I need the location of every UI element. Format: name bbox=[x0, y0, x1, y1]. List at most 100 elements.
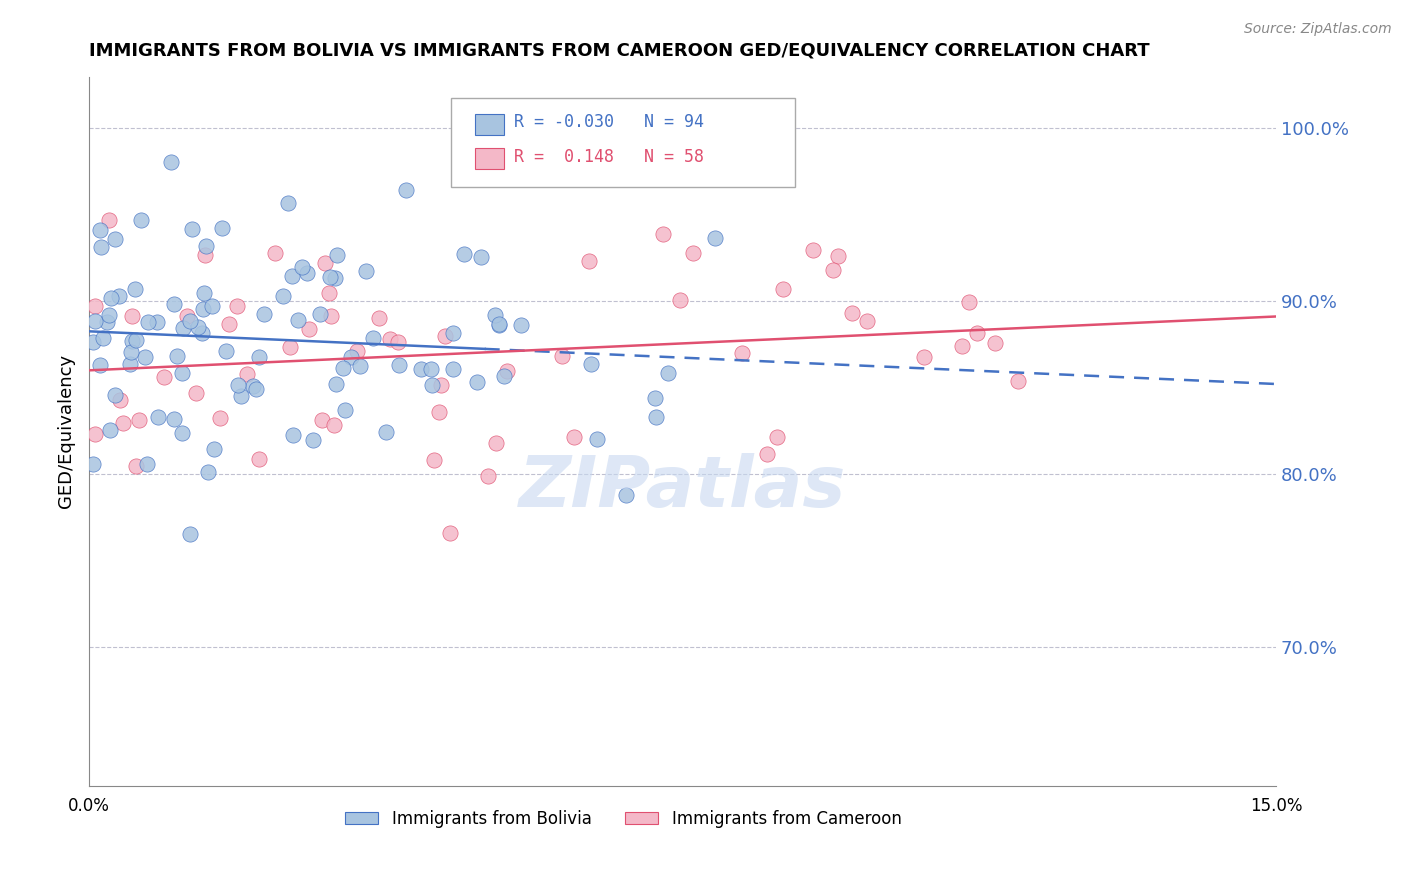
Point bbox=[100, 423, 122, 437]
Point bbox=[236, 367, 259, 381]
Point bbox=[1007, 374, 1029, 388]
Point bbox=[856, 313, 879, 327]
Point bbox=[323, 270, 346, 285]
Point bbox=[172, 320, 194, 334]
Point bbox=[187, 320, 209, 334]
Point bbox=[84, 427, 107, 442]
Point bbox=[441, 362, 464, 376]
Point bbox=[201, 299, 224, 313]
Point bbox=[308, 307, 330, 321]
Point bbox=[409, 361, 432, 376]
Point bbox=[179, 314, 201, 328]
Point bbox=[128, 413, 150, 427]
Point bbox=[197, 466, 219, 480]
Point bbox=[492, 369, 515, 384]
Point bbox=[984, 336, 1007, 351]
Point bbox=[181, 221, 204, 235]
Point bbox=[420, 361, 443, 376]
Point bbox=[96, 315, 118, 329]
Point bbox=[354, 264, 377, 278]
Point bbox=[801, 244, 824, 258]
Point bbox=[100, 291, 122, 305]
Point bbox=[104, 388, 127, 402]
Point bbox=[120, 345, 142, 359]
Point bbox=[332, 360, 354, 375]
Point bbox=[82, 334, 104, 349]
Point bbox=[644, 391, 666, 405]
Point bbox=[439, 526, 461, 541]
Point bbox=[176, 309, 198, 323]
Point bbox=[163, 297, 186, 311]
Point bbox=[271, 289, 294, 303]
Point bbox=[579, 357, 602, 371]
Point bbox=[245, 382, 267, 396]
Point bbox=[148, 410, 170, 425]
Point bbox=[470, 250, 492, 264]
Point bbox=[429, 378, 451, 392]
Point bbox=[395, 183, 418, 197]
Point bbox=[302, 433, 325, 447]
Point bbox=[283, 428, 305, 442]
Point bbox=[957, 295, 980, 310]
Text: R =  0.148   N = 58: R = 0.148 N = 58 bbox=[515, 148, 704, 167]
Point bbox=[124, 459, 146, 474]
Point bbox=[772, 282, 794, 296]
Point bbox=[422, 452, 444, 467]
Point bbox=[193, 286, 215, 301]
Point bbox=[614, 488, 637, 502]
Point bbox=[682, 246, 704, 260]
Point bbox=[367, 311, 389, 326]
Point bbox=[578, 253, 600, 268]
Point bbox=[298, 322, 321, 336]
Point bbox=[97, 308, 120, 322]
Point bbox=[297, 266, 319, 280]
Point bbox=[194, 248, 217, 262]
Point bbox=[644, 410, 666, 425]
Point bbox=[441, 326, 464, 341]
Point bbox=[83, 299, 105, 313]
Point bbox=[841, 305, 863, 319]
Point bbox=[215, 343, 238, 358]
Point bbox=[229, 389, 252, 403]
Point bbox=[311, 412, 333, 426]
Point bbox=[551, 349, 574, 363]
Point bbox=[766, 430, 789, 444]
Point bbox=[194, 239, 217, 253]
Point bbox=[291, 260, 314, 275]
Point bbox=[110, 392, 132, 407]
Point bbox=[374, 425, 396, 439]
Point bbox=[585, 433, 607, 447]
Point bbox=[333, 403, 356, 417]
Point bbox=[433, 329, 456, 343]
Point bbox=[319, 270, 342, 285]
Point bbox=[314, 256, 336, 270]
Point bbox=[166, 350, 188, 364]
Point bbox=[89, 358, 111, 372]
Point bbox=[325, 376, 347, 391]
Point bbox=[226, 378, 249, 392]
Point bbox=[186, 386, 208, 401]
Point bbox=[349, 359, 371, 374]
Point bbox=[190, 326, 212, 341]
Point bbox=[346, 344, 368, 359]
Point bbox=[326, 248, 349, 262]
Point bbox=[90, 240, 112, 254]
Point bbox=[361, 331, 384, 345]
Point bbox=[160, 154, 183, 169]
Point bbox=[495, 364, 517, 378]
Point bbox=[83, 314, 105, 328]
Point bbox=[278, 340, 301, 354]
Point bbox=[465, 375, 488, 389]
Text: IMMIGRANTS FROM BOLIVIA VS IMMIGRANTS FROM CAMEROON GED/EQUIVALENCY CORRELATION : IMMIGRANTS FROM BOLIVIA VS IMMIGRANTS FR… bbox=[89, 42, 1150, 60]
Point bbox=[145, 315, 167, 329]
Point bbox=[485, 436, 508, 450]
Point bbox=[756, 447, 779, 461]
Point bbox=[104, 232, 127, 246]
Point bbox=[153, 370, 176, 384]
Point bbox=[652, 227, 675, 242]
Point bbox=[179, 527, 201, 541]
Point bbox=[121, 334, 143, 348]
Point bbox=[253, 307, 276, 321]
Point bbox=[388, 359, 411, 373]
Point bbox=[202, 442, 225, 456]
